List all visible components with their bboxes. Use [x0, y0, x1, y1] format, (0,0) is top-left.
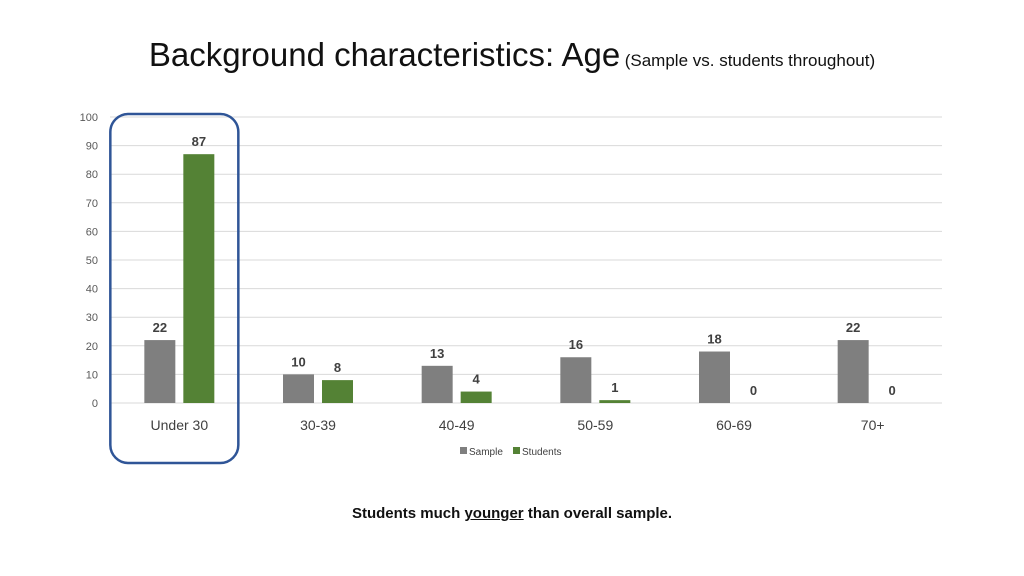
y-tick-label: 30: [86, 312, 98, 324]
data-label-sample-1: 10: [291, 354, 305, 369]
bar-sample-3: [560, 357, 592, 403]
y-tick-label: 60: [86, 226, 98, 238]
data-label-students-5: 0: [889, 383, 896, 398]
bar-students-2: [460, 391, 492, 403]
caption-emphasis: younger: [464, 505, 524, 522]
chart-title: Background characteristics: Age (Sample …: [0, 36, 1024, 74]
data-label-sample-4: 18: [707, 332, 721, 347]
data-label-students-3: 1: [611, 380, 618, 395]
x-tick-label: 60-69: [716, 417, 752, 433]
bar-sample-2: [421, 365, 453, 403]
y-tick-label: 90: [86, 141, 98, 153]
legend-label-students: Students: [522, 447, 561, 458]
title-subtitle: (Sample vs. students throughout): [624, 51, 876, 70]
data-label-students-1: 8: [334, 360, 341, 375]
data-label-students-2: 4: [473, 372, 481, 387]
bar-sample-1: [283, 374, 314, 403]
y-tick-label: 40: [86, 284, 98, 296]
bar-students-0: [183, 154, 215, 403]
y-axis-ticks: 0 10 20 30 40 50 60 70 80 90 100: [80, 112, 98, 410]
legend-swatch-students: [513, 447, 520, 454]
y-tick-label: 0: [92, 398, 98, 410]
bar-sample-5: [837, 340, 869, 403]
highlight-box: [109, 112, 240, 465]
x-tick-label: 70+: [861, 417, 885, 433]
caption: Students much younger than overall sampl…: [0, 505, 1024, 522]
gridlines: [110, 116, 942, 404]
data-label-students-0: 87: [192, 134, 206, 149]
data-label-sample-3: 16: [569, 337, 583, 352]
bar-sample-0: [144, 340, 176, 403]
data-label-sample-5: 22: [846, 320, 860, 335]
x-tick-label: 40-49: [439, 417, 475, 433]
title-main: Background characteristics: Age: [148, 36, 621, 73]
y-tick-label: 80: [86, 169, 98, 181]
x-tick-label: 50-59: [577, 417, 613, 433]
data-label-students-4: 0: [750, 383, 757, 398]
data-labels: 22 87 10 8 13 4 16 1 18 0 22 0: [153, 134, 896, 398]
bar-students-1: [322, 380, 353, 403]
caption-text-end: than overall sample.: [523, 505, 673, 522]
x-axis-ticks: Under 30 30-39 40-49 50-59 60-69 70+: [151, 417, 885, 433]
x-tick-label: Under 30: [151, 417, 209, 433]
bar-students-3: [599, 400, 631, 403]
bars: [144, 154, 869, 403]
caption-text-start: Students much: [351, 505, 465, 522]
data-label-sample-2: 13: [430, 346, 444, 361]
legend-label-sample: Sample: [469, 447, 503, 458]
y-tick-label: 10: [86, 369, 98, 381]
y-tick-label: 100: [80, 112, 98, 124]
legend: Sample Students: [460, 447, 561, 458]
y-tick-label: 20: [86, 341, 98, 353]
bar-sample-4: [699, 351, 730, 403]
x-tick-label: 30-39: [300, 417, 336, 433]
y-tick-label: 50: [86, 255, 98, 267]
legend-swatch-sample: [460, 447, 467, 454]
y-tick-label: 70: [86, 198, 98, 210]
data-label-sample-0: 22: [153, 320, 167, 335]
